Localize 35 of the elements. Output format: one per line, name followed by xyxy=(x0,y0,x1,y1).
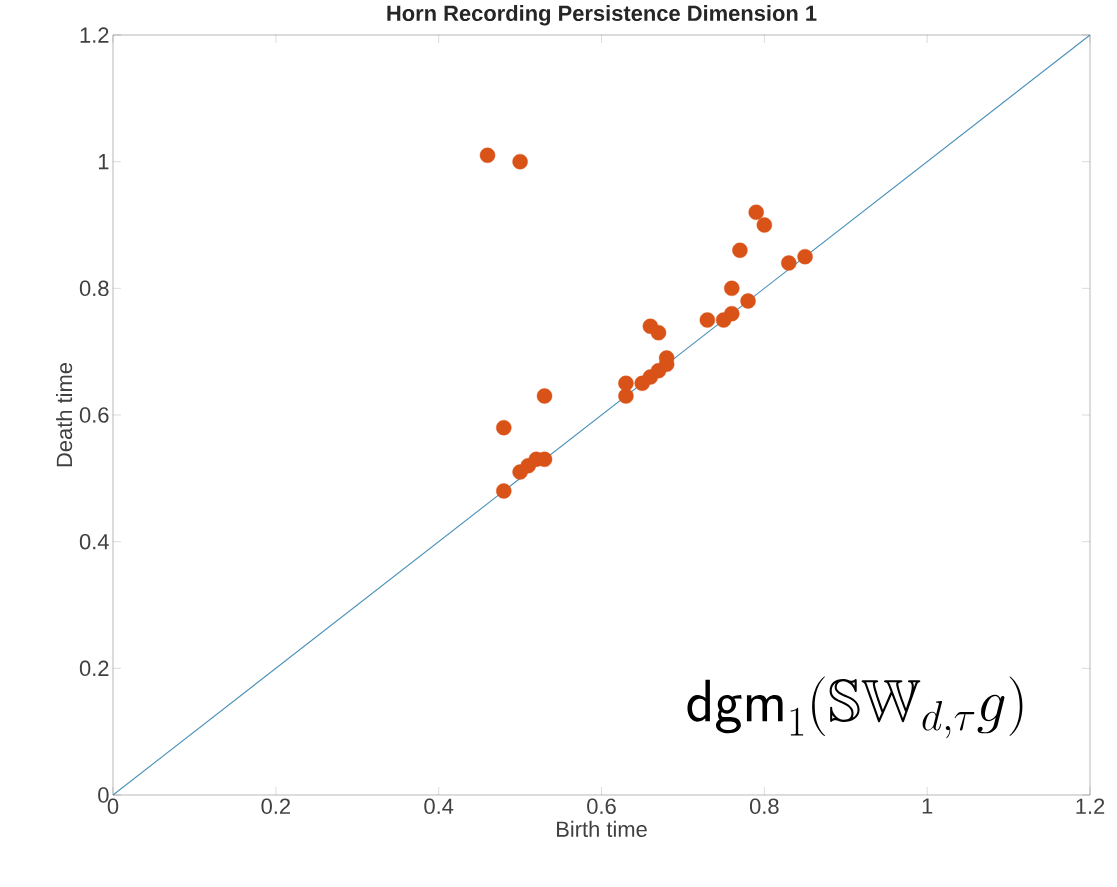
point xyxy=(496,483,512,499)
y-tick-label: 1.2 xyxy=(80,27,109,43)
point xyxy=(512,153,528,170)
x-tick-label: 1.2 xyxy=(1076,798,1105,814)
point xyxy=(496,419,512,436)
y-tick-label: 0.4 xyxy=(79,533,109,550)
x-tick-label: 0.6 xyxy=(587,798,616,815)
x-axis-title: Birth time xyxy=(557,820,647,837)
chart-title: Horn Recording Persistence Dimension 1 xyxy=(387,4,817,26)
y-tick-label: 0 xyxy=(98,787,109,803)
x-tick-label: 0.8 xyxy=(749,798,779,815)
point xyxy=(756,217,773,233)
point xyxy=(512,464,528,480)
y-tick-label: 0.2 xyxy=(79,660,109,677)
annotation: $\mathsf{dgm}_1(\mathbb{SW}_{d,\tau}g)$ xyxy=(687,676,1023,739)
point xyxy=(740,293,756,309)
x-tick-label: 0.4 xyxy=(424,798,454,815)
x-tick-label: 1 xyxy=(922,798,933,814)
x-tick-label: 0.2 xyxy=(261,798,290,815)
y-axis-title: Death time xyxy=(56,363,73,467)
point xyxy=(797,248,813,265)
y-tick-label: 0.6 xyxy=(79,407,109,423)
point xyxy=(732,242,748,259)
point xyxy=(781,255,797,271)
point xyxy=(748,204,764,221)
point xyxy=(699,312,716,328)
point xyxy=(618,388,634,404)
point xyxy=(724,280,740,297)
point xyxy=(634,375,650,392)
point xyxy=(536,388,553,404)
point xyxy=(650,324,667,341)
y-tick-label: 0.8 xyxy=(79,280,109,297)
y-tick-label: 1 xyxy=(98,154,109,170)
point xyxy=(479,147,496,164)
point xyxy=(715,312,732,328)
